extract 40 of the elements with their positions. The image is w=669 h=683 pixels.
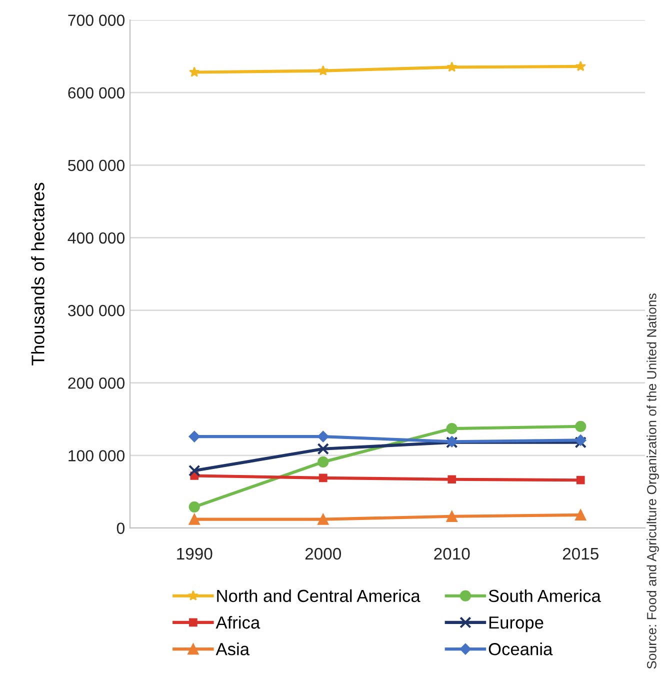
point (446, 423, 458, 434)
y-tick-label: 400 000 (68, 232, 125, 244)
y-tick-label: 700 000 (68, 14, 125, 26)
point (318, 514, 329, 525)
point (575, 420, 586, 432)
point (576, 476, 585, 484)
point (318, 65, 328, 76)
point (446, 62, 458, 72)
x-tick-label: 2015 (562, 548, 598, 560)
source-note: Source: Food and Agriculture Organization of the United Nations (646, 294, 659, 669)
y-axis-title: Thousands of hectares (31, 182, 44, 366)
point (318, 456, 329, 468)
x-tick-label: 2010 (434, 548, 470, 560)
point (189, 66, 200, 77)
point (317, 442, 330, 455)
y-tick-label: 300 000 (68, 304, 125, 316)
legend-label: Europe (489, 616, 544, 632)
point (188, 430, 200, 442)
legend-label: Oceania (488, 642, 553, 656)
point (318, 430, 329, 442)
y-tick-label: 100 000 (68, 450, 125, 462)
legend-label: Africa (216, 616, 260, 629)
point (188, 514, 200, 525)
y-tick-label: 0 (116, 522, 125, 534)
point (318, 474, 328, 482)
x-tick-label: 1990 (177, 548, 212, 560)
x-tick-label: 2000 (305, 548, 342, 560)
point (575, 60, 586, 72)
point (575, 434, 586, 446)
point (575, 509, 586, 520)
legend-label: South America (488, 589, 601, 602)
y-tick-label: 200 000 (68, 377, 125, 389)
point (188, 501, 200, 513)
legend-label: Asia (216, 642, 250, 656)
y-tick-label: 600 000 (68, 87, 125, 99)
point (446, 510, 458, 522)
y-tick-label: 500 000 (68, 160, 125, 172)
point (188, 464, 200, 477)
legend-label: North and Central America (217, 589, 420, 602)
point (448, 475, 456, 484)
